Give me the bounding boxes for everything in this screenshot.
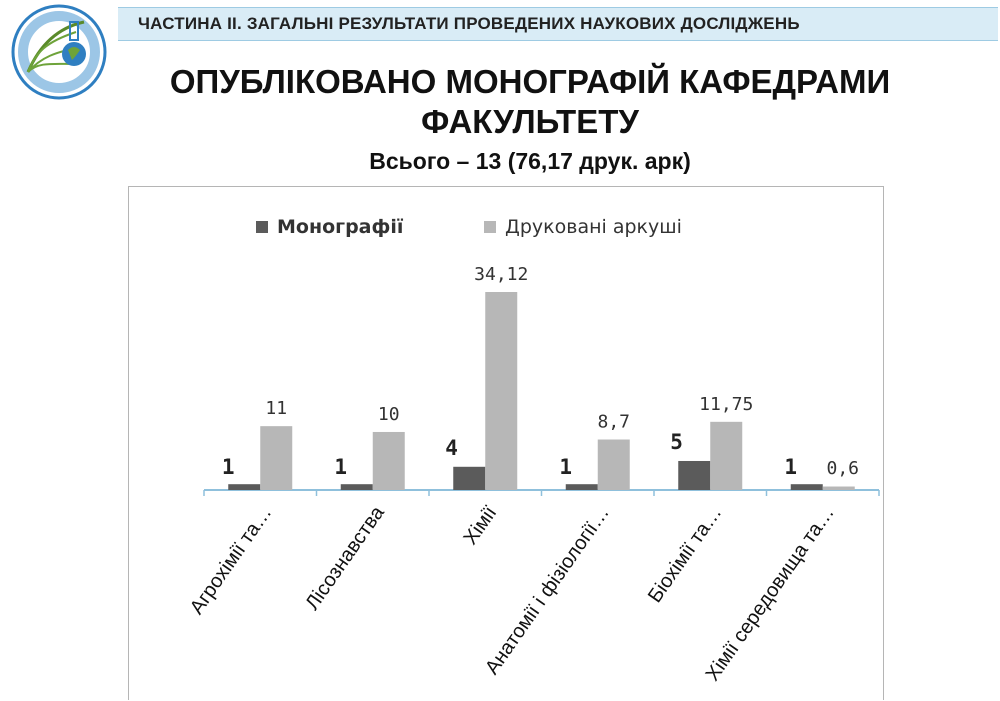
page-title: ОПУБЛІКОВАНО МОНОГРАФІЙ КАФЕДРАМИ ФАКУЛЬ… [100, 62, 960, 142]
title-line-2: ФАКУЛЬТЕТУ [421, 103, 639, 140]
section-banner: ЧАСТИНА ІІ. ЗАГАЛЬНІ РЕЗУЛЬТАТИ ПРОВЕДЕН… [118, 7, 998, 41]
bar-sheets-1 [260, 426, 293, 490]
category-label-6: Хімії середовища та… [702, 502, 839, 685]
data-label-monographs-2: 1 [334, 455, 347, 479]
banner-text: ЧАСТИНА ІІ. ЗАГАЛЬНІ РЕЗУЛЬТАТИ ПРОВЕДЕН… [138, 14, 800, 33]
data-label-sheets-2: 10 [378, 404, 400, 425]
bar-monographs-5 [678, 460, 711, 490]
bar-sheets-6 [822, 486, 855, 490]
data-label-sheets-6: 0,6 [826, 458, 859, 479]
legend-swatch-2 [484, 221, 496, 233]
bar-monographs-6 [790, 484, 823, 490]
data-label-sheets-3: 34,12 [474, 264, 528, 285]
data-label-sheets-1: 11 [265, 398, 287, 419]
legend-label-1: Монографії [277, 216, 404, 238]
category-label-4: Анатомії і фізіології… [481, 502, 614, 678]
category-label-2: Лісознавства [301, 502, 389, 615]
faculty-logo [6, 2, 112, 102]
legend-label-2: Друковані аркуші [505, 216, 682, 238]
data-label-monographs-5: 5 [670, 430, 683, 454]
data-label-monographs-4: 1 [559, 455, 572, 479]
data-label-sheets-5: 11,75 [699, 394, 753, 415]
bar-monographs-1 [228, 484, 261, 490]
bar-monographs-4 [565, 484, 598, 490]
bar-sheets-2 [372, 431, 405, 490]
title-line-1: ОПУБЛІКОВАНО МОНОГРАФІЙ КАФЕДРАМИ [169, 63, 891, 100]
data-label-monographs-3: 4 [445, 436, 458, 460]
category-label-1: Агрохімії та… [186, 502, 277, 618]
category-label-3: Хімії [459, 502, 501, 549]
bar-monographs-2 [340, 484, 373, 490]
bar-sheets-3 [485, 292, 518, 490]
data-label-monographs-6: 1 [784, 455, 797, 479]
page-subtitle: Всього – 13 (76,17 друк. арк) [369, 148, 691, 174]
legend-swatch-1 [256, 221, 268, 233]
chart-frame: Монографії Друковані аркуші 1 11 Агрохімії т… [128, 186, 884, 700]
bar-sheets-4 [597, 439, 630, 490]
bar-monographs-3 [453, 466, 486, 490]
bar-sheets-5 [710, 421, 743, 490]
data-label-sheets-4: 8,7 [597, 412, 630, 433]
data-label-monographs-1: 1 [222, 455, 235, 479]
category-label-5: Біохімії та… [644, 502, 726, 607]
